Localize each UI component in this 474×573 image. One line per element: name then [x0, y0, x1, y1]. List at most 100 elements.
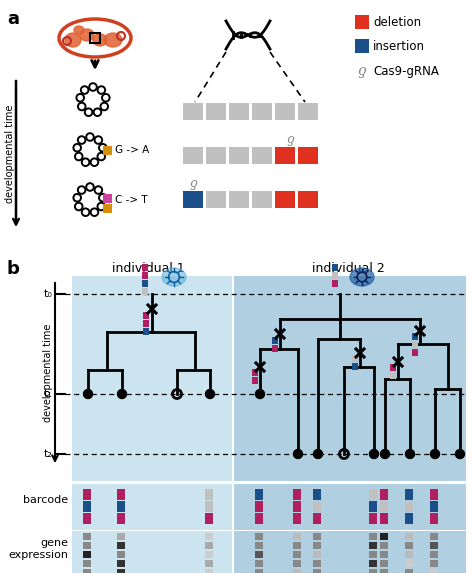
Bar	[405, 513, 413, 524]
Bar	[380, 489, 388, 500]
Circle shape	[83, 390, 92, 398]
Bar	[142, 288, 148, 295]
Bar	[380, 551, 388, 558]
Bar	[206, 147, 226, 164]
Text: individual 2: individual 2	[311, 262, 384, 275]
Ellipse shape	[162, 268, 186, 286]
Ellipse shape	[74, 26, 84, 34]
Bar	[90, 33, 100, 43]
Bar	[313, 501, 321, 512]
Bar	[229, 191, 249, 208]
Bar	[255, 569, 263, 573]
Bar	[332, 272, 338, 279]
Ellipse shape	[80, 29, 94, 41]
Bar	[390, 364, 396, 371]
Bar	[355, 15, 369, 29]
Circle shape	[255, 390, 264, 398]
Bar	[255, 489, 263, 500]
Bar	[380, 569, 388, 573]
Bar	[405, 489, 413, 500]
Ellipse shape	[65, 33, 81, 47]
Bar	[369, 533, 377, 540]
Bar	[206, 191, 226, 208]
Bar	[83, 569, 91, 573]
Bar	[298, 103, 318, 120]
Bar	[83, 560, 91, 567]
Bar	[405, 542, 413, 549]
Bar	[430, 513, 438, 524]
Bar	[313, 533, 321, 540]
Text: ƍ: ƍ	[189, 178, 197, 190]
Text: C -> T: C -> T	[115, 195, 147, 205]
Bar	[313, 542, 321, 549]
Bar	[412, 349, 418, 356]
Bar	[206, 103, 226, 120]
Bar	[369, 513, 377, 524]
Bar	[143, 320, 149, 327]
Bar	[255, 501, 263, 512]
Bar	[313, 551, 321, 558]
Circle shape	[118, 390, 127, 398]
Bar	[313, 560, 321, 567]
Bar	[117, 533, 125, 540]
Bar	[142, 272, 148, 279]
Bar	[205, 542, 213, 549]
Bar	[380, 513, 388, 524]
Bar	[298, 147, 318, 164]
Bar	[405, 569, 413, 573]
Bar	[405, 551, 413, 558]
Bar	[380, 560, 388, 567]
Bar	[72, 531, 232, 573]
Bar	[369, 489, 377, 500]
Bar	[103, 146, 112, 155]
Bar	[117, 542, 125, 549]
Bar	[117, 551, 125, 558]
Bar	[117, 513, 125, 524]
Text: t₁: t₁	[44, 389, 53, 399]
Bar	[205, 513, 213, 524]
Bar	[255, 542, 263, 549]
Text: ƍ: ƍ	[286, 134, 294, 147]
Bar	[275, 147, 295, 164]
Bar	[142, 264, 148, 271]
Bar	[229, 103, 249, 120]
Bar	[313, 569, 321, 573]
Circle shape	[456, 449, 465, 458]
Bar	[313, 513, 321, 524]
Circle shape	[370, 449, 379, 458]
Bar	[255, 513, 263, 524]
Bar	[272, 337, 278, 344]
Text: individual 1: individual 1	[111, 262, 184, 275]
Bar	[412, 341, 418, 348]
Circle shape	[206, 390, 215, 398]
Text: barcode: barcode	[23, 495, 68, 505]
Text: gene
expression: gene expression	[8, 538, 68, 560]
Bar	[272, 345, 278, 352]
Bar	[430, 551, 438, 558]
Bar	[412, 333, 418, 340]
Circle shape	[381, 449, 390, 458]
Bar	[430, 542, 438, 549]
Circle shape	[405, 449, 414, 458]
Bar	[275, 103, 295, 120]
Bar	[142, 280, 148, 287]
Bar	[83, 551, 91, 558]
Bar	[430, 560, 438, 567]
Bar	[183, 147, 203, 164]
Bar	[352, 363, 358, 370]
Bar	[229, 147, 249, 164]
Text: t₀: t₀	[44, 289, 53, 299]
Bar	[143, 328, 149, 335]
Bar	[205, 501, 213, 512]
Bar	[72, 276, 232, 481]
Bar	[205, 560, 213, 567]
Bar	[83, 501, 91, 512]
Bar	[369, 501, 377, 512]
Bar	[390, 372, 396, 379]
Text: a: a	[7, 10, 19, 28]
Bar	[380, 501, 388, 512]
Ellipse shape	[104, 33, 122, 47]
Bar	[430, 489, 438, 500]
Bar	[430, 569, 438, 573]
Bar	[369, 542, 377, 549]
